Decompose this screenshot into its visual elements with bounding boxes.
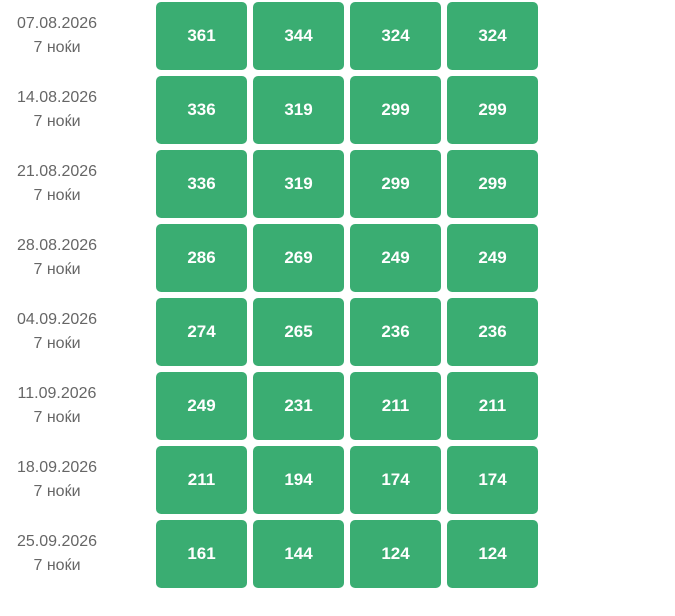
price-cell[interactable]: 211 (156, 446, 247, 514)
departure-date: 21.08.2026 (16, 163, 98, 180)
price-cell[interactable]: 344 (253, 2, 344, 70)
nights-count: 7 ноќи (33, 483, 81, 500)
price-cell[interactable]: 211 (447, 372, 538, 440)
nights-count: 7 ноќи (33, 409, 81, 426)
departure-date: 25.09.2026 (16, 533, 98, 550)
price-cell[interactable]: 161 (156, 520, 247, 588)
price-row: 18.09.2026 7 ноќи 211 194 174 174 (0, 446, 544, 514)
row-date-label: 14.08.2026 7 ноќи (0, 86, 156, 134)
nights-count: 7 ноќи (33, 261, 81, 278)
price-cell[interactable]: 124 (447, 520, 538, 588)
price-cell[interactable]: 231 (253, 372, 344, 440)
row-date-label: 11.09.2026 7 ноќи (0, 382, 156, 430)
price-cell[interactable]: 124 (350, 520, 441, 588)
departure-date: 04.09.2026 (16, 311, 98, 328)
price-cell[interactable]: 319 (253, 150, 344, 218)
price-cell[interactable]: 249 (447, 224, 538, 292)
nights-count: 7 ноќи (33, 335, 81, 352)
price-row: 21.08.2026 7 ноќи 336 319 299 299 (0, 150, 544, 218)
price-cell[interactable]: 265 (253, 298, 344, 366)
price-cell[interactable]: 299 (350, 76, 441, 144)
price-cell[interactable]: 299 (350, 150, 441, 218)
row-date-label: 18.09.2026 7 ноќи (0, 456, 156, 504)
price-cell[interactable]: 299 (447, 76, 538, 144)
departure-date: 07.08.2026 (16, 15, 98, 32)
price-cell[interactable]: 324 (350, 2, 441, 70)
row-date-label: 07.08.2026 7 ноќи (0, 12, 156, 60)
price-cell[interactable]: 236 (447, 298, 538, 366)
departure-date: 11.09.2026 (17, 385, 97, 402)
nights-count: 7 ноќи (33, 39, 81, 56)
departure-date: 18.09.2026 (16, 459, 98, 476)
price-cell[interactable]: 336 (156, 76, 247, 144)
price-cell[interactable]: 236 (350, 298, 441, 366)
price-cell[interactable]: 211 (350, 372, 441, 440)
price-cell[interactable]: 286 (156, 224, 247, 292)
price-row: 11.09.2026 7 ноќи 249 231 211 211 (0, 372, 544, 440)
price-cell[interactable]: 144 (253, 520, 344, 588)
departure-date: 14.08.2026 (16, 89, 98, 106)
price-grid: 07.08.2026 7 ноќи 361 344 324 324 14.08.2026 7 … (0, 2, 544, 594)
departure-date: 28.08.2026 (16, 237, 98, 254)
nights-count: 7 ноќи (33, 187, 81, 204)
row-date-label: 28.08.2026 7 ноќи (0, 234, 156, 282)
price-cell[interactable]: 274 (156, 298, 247, 366)
price-cell[interactable]: 319 (253, 76, 344, 144)
price-cell[interactable]: 249 (156, 372, 247, 440)
price-row: 25.09.2026 7 ноќи 161 144 124 124 (0, 520, 544, 588)
row-date-label: 21.08.2026 7 ноќи (0, 160, 156, 208)
row-date-label: 04.09.2026 7 ноќи (0, 308, 156, 356)
price-cell[interactable]: 269 (253, 224, 344, 292)
nights-count: 7 ноќи (33, 113, 81, 130)
price-cell[interactable]: 249 (350, 224, 441, 292)
price-cell[interactable]: 336 (156, 150, 247, 218)
price-cell[interactable]: 174 (350, 446, 441, 514)
price-row: 28.08.2026 7 ноќи 286 269 249 249 (0, 224, 544, 292)
price-row: 07.08.2026 7 ноќи 361 344 324 324 (0, 2, 544, 70)
price-cell[interactable]: 361 (156, 2, 247, 70)
price-cell[interactable]: 324 (447, 2, 538, 70)
price-cell[interactable]: 174 (447, 446, 538, 514)
row-date-label: 25.09.2026 7 ноќи (0, 530, 156, 578)
price-cell[interactable]: 194 (253, 446, 344, 514)
price-row: 04.09.2026 7 ноќи 274 265 236 236 (0, 298, 544, 366)
price-cell[interactable]: 299 (447, 150, 538, 218)
price-row: 14.08.2026 7 ноќи 336 319 299 299 (0, 76, 544, 144)
nights-count: 7 ноќи (33, 557, 81, 574)
